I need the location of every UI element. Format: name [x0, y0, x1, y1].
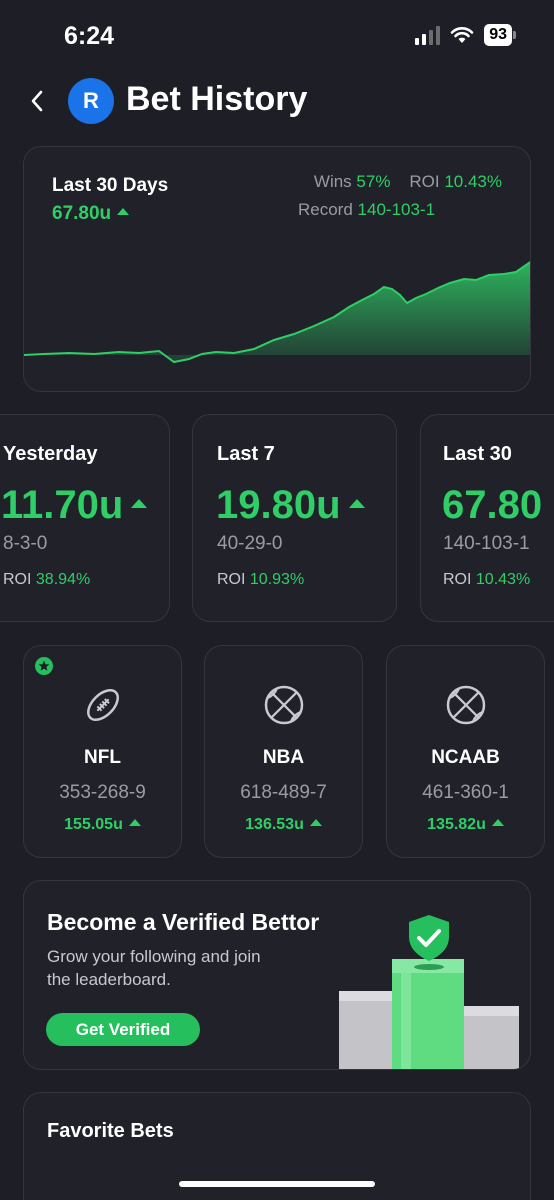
wifi-icon	[450, 27, 474, 43]
trend-up-icon	[128, 819, 141, 827]
league-card-nba[interactable]: NBA 618-489-7 136.53u	[204, 645, 363, 858]
league-name: NFL	[84, 747, 121, 768]
summary-period-label: Last 30 Days	[52, 175, 169, 196]
league-card-ncaab[interactable]: NCAAB 461-360-1 135.82u	[386, 645, 545, 858]
period-label: Last 30	[443, 443, 512, 465]
summary-total-units: 67.80u	[52, 203, 130, 225]
profit-line	[24, 261, 530, 364]
period-roi: ROI 10.93%	[217, 571, 305, 588]
league-name: NCAAB	[431, 747, 500, 768]
trend-up-icon	[117, 208, 130, 216]
roi-label: ROI	[409, 172, 440, 191]
period-card-yesterday[interactable]: Yesterday 11.70u 8-3-0 ROI 38.94%	[0, 414, 170, 622]
app-logo: R	[68, 78, 114, 124]
period-label: Yesterday	[3, 443, 98, 465]
basketball-icon	[446, 685, 486, 725]
summary-chart-card[interactable]: Last 30 Days 67.80u Wins 57% ROI 10.43% …	[23, 146, 531, 392]
promo-text: Grow your following and join the leaderb…	[47, 947, 261, 989]
period-record: 8-3-0	[3, 533, 48, 554]
trend-up-icon	[131, 498, 148, 508]
league-record: 618-489-7	[240, 782, 327, 803]
period-card-last-7[interactable]: Last 7 19.80u 40-29-0 ROI 10.93%	[192, 414, 397, 622]
period-record: 40-29-0	[217, 533, 283, 554]
league-record: 353-268-9	[59, 782, 146, 803]
chevron-left-icon	[31, 90, 43, 112]
verified-promo-card: Become a Verified Bettor Grow your follo…	[23, 880, 531, 1070]
summary-record: Record 140-103-1	[298, 200, 435, 220]
battery-icon: 93	[484, 24, 516, 46]
app-header: R Bet History	[0, 78, 554, 124]
period-record: 140-103-1	[443, 533, 530, 554]
period-card-last-30[interactable]: Last 30 67.80 140-103-1 ROI 10.43%	[420, 414, 554, 622]
promo-title: Become a Verified Bettor	[47, 909, 320, 935]
cellular-signal-icon	[415, 25, 441, 45]
favorite-star-icon	[35, 657, 53, 675]
period-units: 19.80u	[216, 483, 365, 528]
period-units: 11.70u	[1, 483, 148, 528]
league-name: NBA	[262, 747, 305, 768]
podium-illustration	[339, 915, 519, 1069]
league-units: 135.82u	[387, 816, 544, 834]
summary-wins-roi: Wins 57% ROI 10.43%	[314, 172, 502, 192]
basketball-icon	[264, 685, 304, 725]
back-button[interactable]	[22, 84, 52, 118]
league-units: 136.53u	[205, 816, 362, 834]
battery-level: 93	[484, 24, 512, 46]
profit-chart	[24, 261, 530, 364]
record-label: Record	[298, 200, 353, 219]
league-record: 461-360-1	[422, 782, 509, 803]
status-icons: 93	[415, 24, 516, 46]
record-value: 140-103-1	[357, 200, 436, 219]
period-label: Last 7	[217, 443, 275, 465]
page-title: Bet History	[126, 80, 308, 118]
trend-up-icon	[491, 819, 504, 827]
wins-label: Wins	[313, 172, 352, 191]
favorite-bets-title: Favorite Bets	[47, 1120, 174, 1142]
period-roi: ROI 38.94%	[3, 571, 91, 588]
roi-value: 10.43%	[444, 172, 502, 191]
football-icon	[87, 689, 119, 721]
period-roi: ROI 10.43%	[443, 571, 531, 588]
trend-up-icon	[348, 498, 365, 508]
league-card-nfl[interactable]: NFL 353-268-9 155.05u	[23, 645, 182, 858]
league-units: 155.05u	[24, 816, 181, 834]
period-units: 67.80	[442, 483, 543, 527]
status-time: 6:24	[64, 22, 115, 50]
trend-up-icon	[309, 819, 322, 827]
wins-value: 57%	[356, 172, 391, 191]
home-indicator[interactable]	[179, 1181, 375, 1187]
profit-area	[24, 262, 530, 362]
status-bar: 6:24 93	[0, 0, 554, 70]
get-verified-button[interactable]: Get Verified	[46, 1013, 200, 1046]
